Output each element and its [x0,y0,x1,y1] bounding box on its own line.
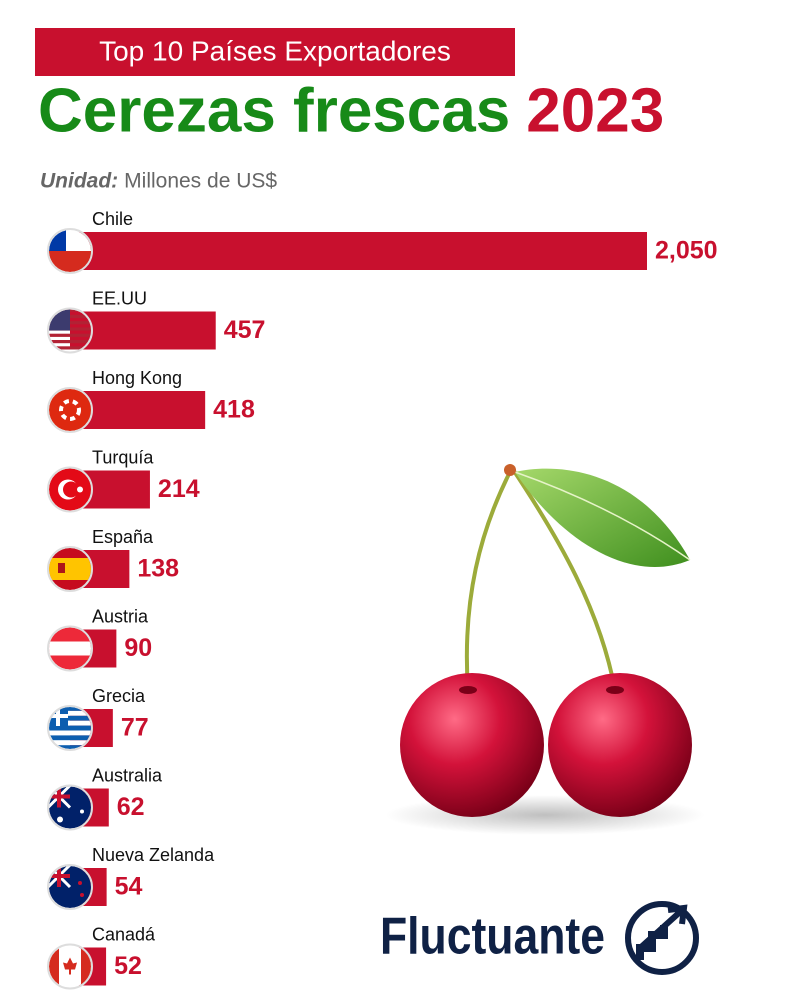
flag-border [47,466,93,513]
flag-part [80,809,84,814]
bar [70,311,216,350]
flag-art [49,866,91,908]
value-label: 457 [224,316,266,344]
value-label: 52 [114,952,142,980]
flag-part [77,486,83,493]
value-label: 54 [115,873,143,901]
flag-art [49,548,91,590]
flag-part [57,816,63,823]
unit-label: Unidad: [40,170,118,193]
flag-part [49,725,91,731]
flag-part [63,957,77,975]
flag [47,228,93,274]
flag-border [47,546,93,592]
flag-part [63,481,79,498]
category-label: Nueva Zelanda [92,845,215,865]
flag-border [47,387,93,433]
flag-art [49,707,91,749]
category-label: Canadá [92,924,156,944]
flag [47,943,93,990]
category-label: EE.UU [92,288,147,308]
flag-part [49,735,91,741]
flag-art [49,627,91,670]
flag-art [49,389,91,431]
flag [47,864,93,910]
flag [47,705,93,751]
value-label: 90 [124,634,152,662]
flag [47,625,93,672]
flag-part [58,563,65,573]
flag-part [49,333,91,337]
flag [47,387,93,433]
flag-part [56,707,60,726]
flag-part [59,399,81,421]
flag-art [49,786,91,829]
flag [47,466,93,513]
flag-border [47,228,93,274]
flag-part [80,893,84,897]
category-label: España [92,527,154,547]
flag-border [47,307,93,354]
flag-part [49,730,91,736]
flag-part [49,715,91,721]
cherries [385,464,705,835]
value-label: 62 [117,793,145,821]
category-label: Austria [92,606,149,626]
flag-part [49,389,91,431]
flag-border [47,864,93,910]
chart-title-year: 2023 [526,76,664,145]
flag [47,546,93,592]
category-label: Grecia [92,686,146,706]
flag-part [49,740,91,746]
flag-part [49,340,91,344]
brand: Fluctuante [380,908,605,966]
category-label: Turquía [92,447,154,467]
flag-border [47,943,93,990]
flag-part [57,786,61,808]
flag-part [49,710,91,716]
flag-art [49,945,91,988]
flag-part [49,720,91,726]
unit: Millones de US$ [124,170,277,193]
chart-title: Cerezas frescas [38,76,510,145]
value-label: 138 [137,555,179,583]
flag-part [49,641,91,656]
flag-part [57,866,61,887]
badge: Top 10 Países Exportadores [99,35,451,66]
value-label: 418 [213,396,255,424]
category-label: Australia [92,765,163,785]
flag-art [49,468,91,511]
brand-logo: Fluctuante [380,901,699,975]
flag-part [49,558,91,580]
flag [47,784,93,831]
flag-part [49,251,91,272]
category-label: Hong Kong [92,368,182,388]
flag-part [49,745,91,749]
badge-box [35,28,515,76]
value-label: 2,050 [655,237,718,265]
value-label: 214 [158,475,200,503]
value-label: 77 [121,714,149,742]
flag-part [49,707,91,711]
flag-border [47,705,93,751]
category-label: Chile [92,209,133,229]
flag-part [49,945,59,988]
flag-border [47,625,93,672]
flag [47,307,93,354]
bar [70,232,647,270]
flag-part [49,346,91,350]
flag-border [47,784,93,831]
flag-part [78,881,82,885]
flag-part [81,945,91,988]
